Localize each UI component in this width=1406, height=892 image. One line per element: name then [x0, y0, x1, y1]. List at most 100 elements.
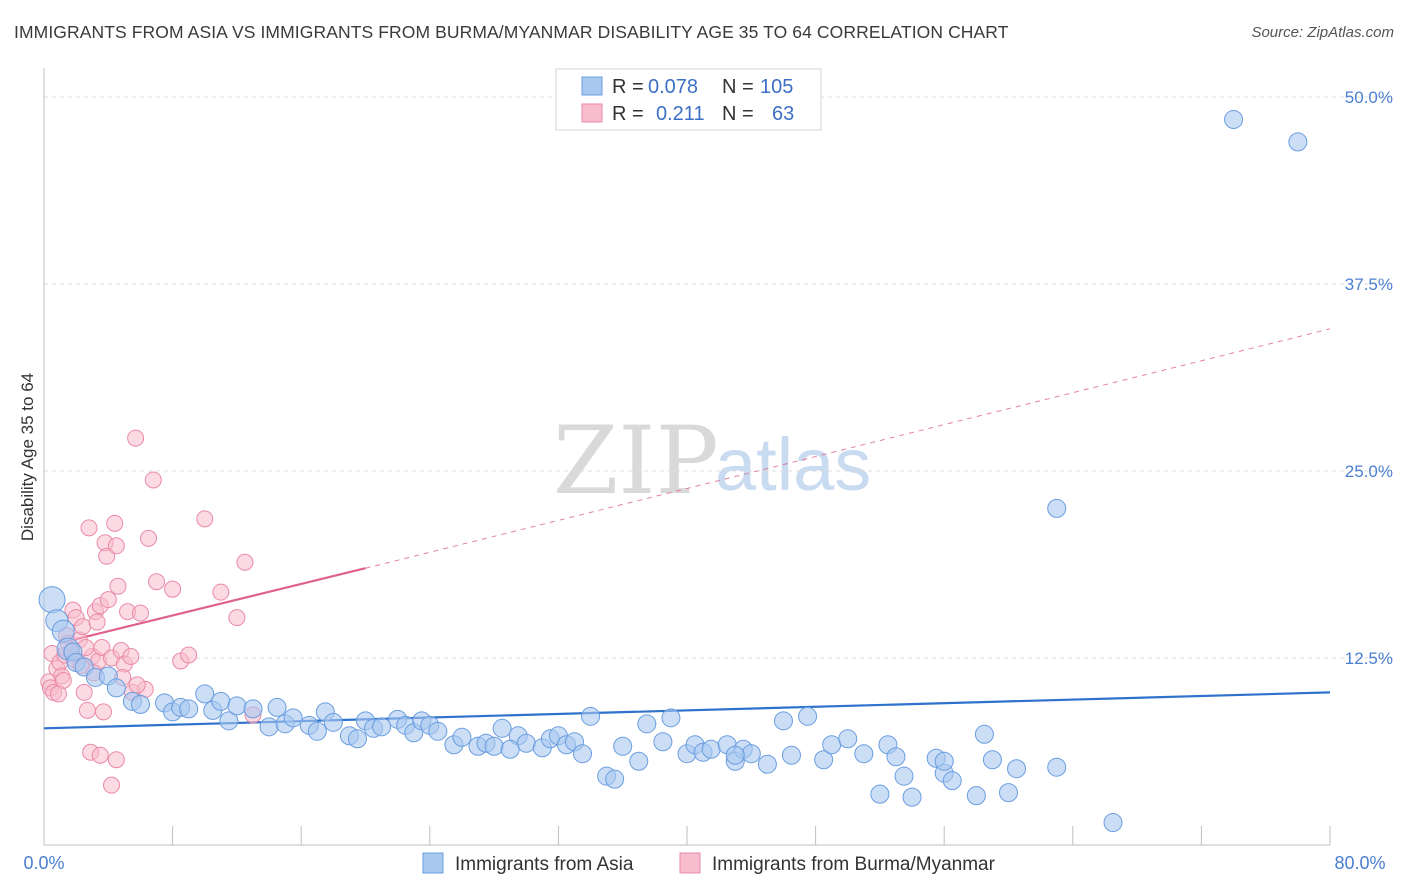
trend-line-asia — [43, 691, 1331, 730]
data-point-burma — [139, 529, 157, 547]
data-point-asia — [894, 766, 914, 786]
data-point-burma — [88, 613, 106, 631]
data-point-asia — [179, 699, 199, 719]
data-point-burma — [75, 683, 93, 701]
data-point-asia — [966, 786, 986, 806]
data-point-asia — [982, 750, 1002, 770]
data-point-burma — [128, 676, 146, 694]
bottom-legend-asia-label: Immigrants from Asia — [455, 854, 634, 875]
data-point-asia — [581, 706, 601, 726]
legend-burma-r-label: R = — [612, 103, 644, 125]
data-point-burma — [98, 547, 116, 565]
data-point-asia — [243, 699, 263, 719]
data-point-burma — [228, 609, 246, 627]
watermark-atlas: atlas — [715, 423, 871, 506]
source-label: Source: ZipAtlas.com — [1251, 24, 1394, 41]
legend-burma-r-value: 0.211 — [656, 103, 705, 125]
trend-lines — [43, 328, 1331, 730]
data-point-asia — [870, 784, 890, 804]
data-point-asia — [130, 694, 150, 714]
data-point-asia — [974, 724, 994, 744]
bottom-legend: Immigrants from Asia Immigrants from Bur… — [422, 852, 996, 875]
series-asia-points — [38, 109, 1308, 833]
x-tick-label-max: 80.0% — [1334, 853, 1385, 873]
data-point-asia — [106, 678, 126, 698]
y-tick-label: 37.5% — [1345, 275, 1393, 294]
data-point-burma — [91, 746, 109, 764]
data-point-asia — [573, 744, 593, 764]
data-point-burma — [94, 703, 112, 721]
data-point-asia — [999, 783, 1018, 803]
data-point-asia — [613, 736, 633, 756]
data-point-burma — [107, 537, 125, 555]
data-point-asia — [211, 691, 231, 711]
data-point-asia — [822, 735, 842, 755]
data-point-asia — [725, 745, 745, 765]
data-point-burma — [122, 648, 140, 666]
x-tick-label-min: 0.0% — [23, 853, 64, 873]
data-point-asia — [484, 736, 504, 756]
data-point-burma — [236, 553, 254, 571]
data-point-asia — [934, 751, 954, 771]
data-point-asia — [902, 787, 922, 807]
data-point-asia — [1103, 813, 1123, 833]
data-point-burma — [164, 580, 182, 598]
data-point-burma — [127, 429, 145, 447]
legend-asia-n-label: N = — [722, 76, 754, 98]
data-point-burma — [107, 751, 125, 769]
data-point-asia — [637, 714, 657, 734]
data-point-asia — [781, 745, 801, 765]
legend-asia-r-value: 0.078 — [648, 76, 698, 98]
data-point-asia — [653, 732, 673, 752]
data-point-burma — [196, 510, 214, 528]
data-point-asia — [838, 729, 858, 749]
watermark-zip: ZIP — [553, 407, 719, 516]
data-point-burma — [212, 583, 230, 601]
data-point-asia — [492, 718, 512, 738]
data-point-asia — [886, 747, 906, 767]
data-point-burma — [148, 573, 166, 591]
data-point-asia — [661, 708, 681, 728]
watermark: ZIP atlas — [553, 407, 871, 516]
bottom-legend-burma-label: Immigrants from Burma/Myanmar — [712, 854, 996, 875]
data-point-asia — [1224, 109, 1244, 129]
legend-burma-swatch — [581, 103, 603, 123]
data-point-asia — [452, 727, 472, 747]
y-axis-label: Disability Age 35 to 64 — [18, 373, 37, 541]
data-point-burma — [49, 685, 67, 703]
data-point-asia — [629, 751, 649, 771]
series-burma-points — [40, 429, 262, 794]
data-point-asia — [372, 717, 392, 737]
data-point-burma — [106, 514, 124, 532]
data-point-burma — [80, 519, 98, 537]
chart-title: IMMIGRANTS FROM ASIA VS IMMIGRANTS FROM … — [14, 22, 1009, 42]
y-tick-label: 50.0% — [1345, 88, 1393, 107]
data-point-asia — [267, 697, 287, 717]
data-point-asia — [1288, 132, 1308, 152]
data-point-asia — [773, 711, 793, 731]
data-point-asia — [259, 717, 279, 737]
legend-burma-n-label: N = — [722, 103, 754, 125]
data-point-asia — [701, 739, 721, 759]
data-point-burma — [78, 701, 96, 719]
data-point-asia — [942, 771, 962, 791]
data-point-asia — [227, 696, 247, 716]
bottom-legend-asia-swatch — [422, 852, 444, 874]
data-point-asia — [1047, 498, 1067, 518]
y-tick-label: 12.5% — [1345, 649, 1393, 668]
data-point-burma — [131, 604, 149, 622]
data-point-asia — [283, 708, 303, 728]
data-point-burma — [103, 776, 121, 794]
data-point-asia — [307, 721, 327, 741]
data-point-asia — [500, 739, 520, 759]
bottom-legend-burma-swatch — [679, 852, 701, 874]
data-point-asia — [38, 586, 66, 614]
data-point-asia — [323, 712, 343, 732]
data-point-asia — [1047, 757, 1067, 777]
data-point-asia — [347, 729, 367, 749]
legend-asia-swatch — [581, 76, 603, 96]
grid — [44, 96, 1390, 659]
data-point-burma — [109, 577, 127, 595]
data-point-asia — [798, 706, 818, 726]
